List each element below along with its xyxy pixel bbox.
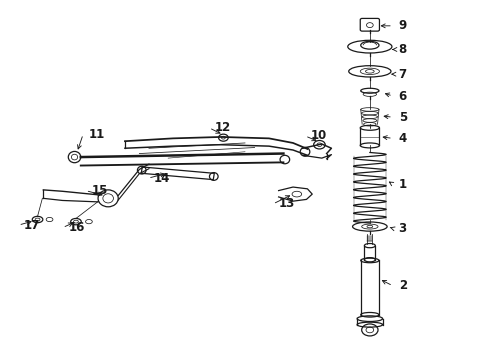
Text: 8: 8 <box>399 43 407 56</box>
Text: 1: 1 <box>399 178 407 191</box>
Text: 4: 4 <box>399 132 407 145</box>
Text: 12: 12 <box>215 121 231 134</box>
Text: 17: 17 <box>24 219 40 231</box>
Text: 10: 10 <box>311 129 327 143</box>
Text: 11: 11 <box>89 128 105 141</box>
Text: 9: 9 <box>399 19 407 32</box>
Text: 5: 5 <box>399 111 407 124</box>
Text: 16: 16 <box>68 221 85 234</box>
Text: 3: 3 <box>399 222 407 235</box>
Text: 15: 15 <box>91 184 108 197</box>
Text: 7: 7 <box>399 68 407 81</box>
Text: 13: 13 <box>279 198 295 211</box>
Text: 14: 14 <box>154 172 170 185</box>
Text: 6: 6 <box>399 90 407 103</box>
Text: 2: 2 <box>399 279 407 292</box>
